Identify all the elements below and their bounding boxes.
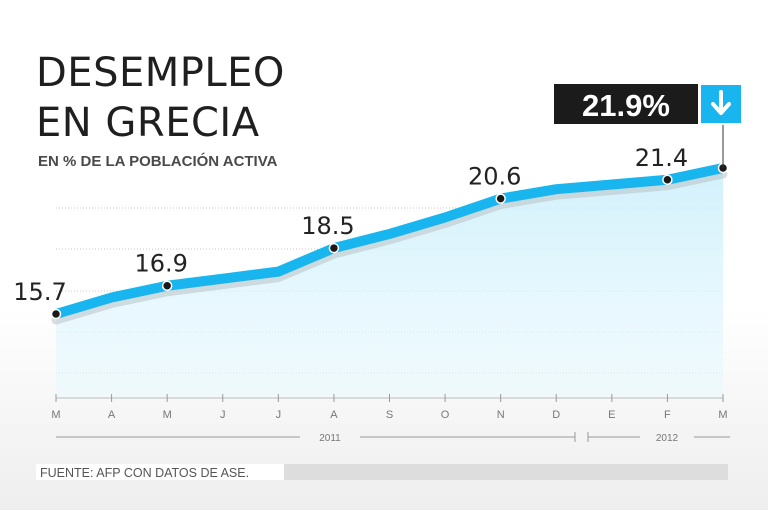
source-text: FUENTE: AFP CON DATOS DE ASE. — [40, 466, 249, 480]
x-tick-label: A — [108, 409, 116, 421]
data-point — [161, 280, 173, 291]
x-tick-label: A — [330, 409, 338, 421]
data-label: 20.6 — [468, 163, 521, 191]
x-tick-label: F — [664, 409, 671, 421]
data-point — [328, 242, 340, 254]
data-label: 15.7 — [13, 278, 66, 306]
x-tick-label: D — [552, 409, 560, 421]
data-label: 16.9 — [134, 250, 187, 278]
data-label: 18.5 — [301, 212, 354, 240]
x-tick-label: J — [220, 409, 226, 421]
source-bg — [36, 464, 284, 480]
x-tick-label: E — [608, 409, 615, 421]
series-line-shadow — [51, 169, 728, 325]
year-label-2011: 2011 — [319, 433, 341, 444]
down-arrow-icon — [699, 83, 743, 125]
area-fill — [56, 168, 723, 398]
badge-value: 21.9% — [582, 88, 670, 123]
data-point — [495, 193, 506, 204]
year-label-2012: 2012 — [656, 433, 679, 444]
x-tick-label: M — [718, 409, 727, 421]
data-points — [50, 162, 729, 320]
x-tick-label: J — [276, 409, 282, 421]
badge-box — [554, 84, 698, 124]
latest-value-badge: 21.9% — [554, 83, 743, 168]
year-axis-2011: 2011 — [56, 432, 576, 444]
data-labels: 15.7 16.9 18.5 20.6 21.4 — [13, 144, 688, 306]
x-tick-label: N — [497, 409, 505, 421]
chart-subtitle: EN % DE LA POBLACIÓN ACTIVA — [38, 152, 278, 170]
chart-title-line-1: DESEMPLEO — [36, 50, 285, 96]
chart-title-line-2: EN GRECIA — [36, 100, 260, 146]
data-point — [662, 174, 673, 186]
x-tick-label: S — [386, 409, 393, 421]
year-axis-2012: 2012 — [587, 432, 730, 444]
x-tick-label: O — [441, 409, 450, 421]
area-path — [56, 168, 723, 398]
x-tick-label: M — [163, 409, 172, 421]
data-point — [50, 308, 62, 320]
data-label: 21.4 — [635, 144, 688, 172]
x-tick-label: M — [51, 409, 60, 421]
